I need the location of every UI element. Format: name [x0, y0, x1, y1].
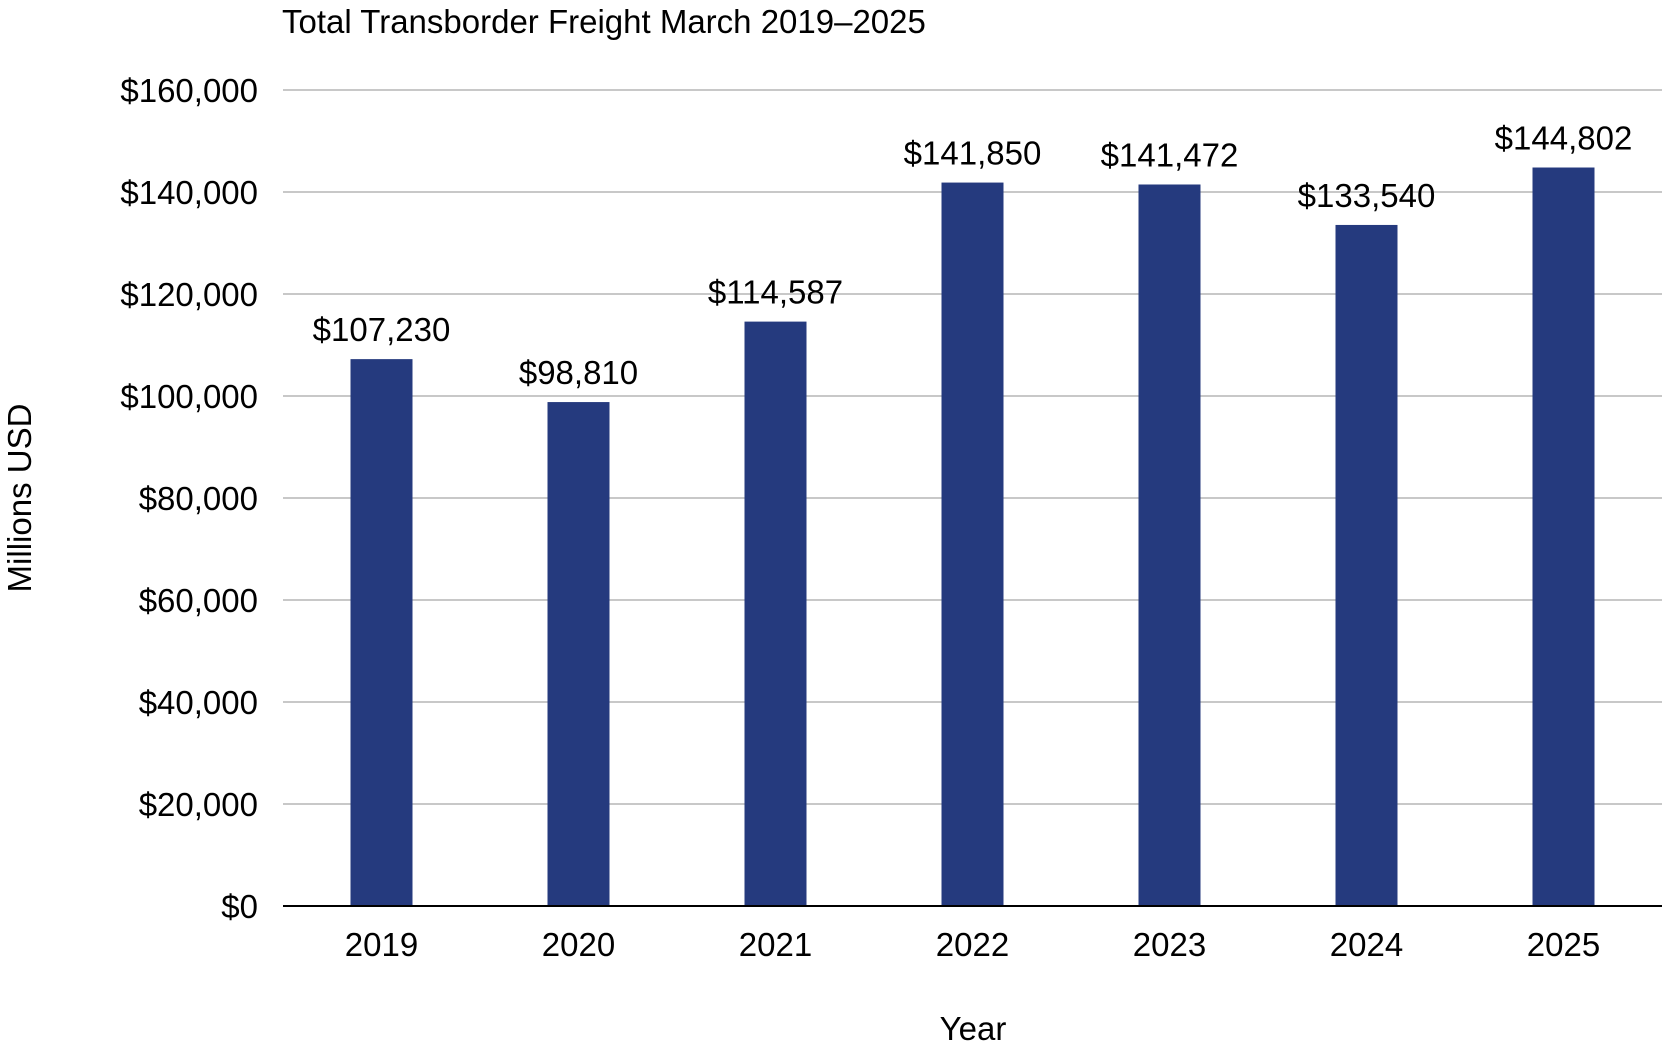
chart-title: Total Transborder Freight March 2019–202…: [282, 3, 926, 40]
x-axis-ticks: 2019 2020 2021 2022 2023 2024 2025: [345, 926, 1600, 963]
y-tick-label: $100,000: [120, 378, 258, 415]
y-axis-label: Millions USD: [1, 404, 38, 593]
data-label-2022: $141,850: [904, 135, 1042, 172]
x-tick-label-2025: 2025: [1527, 926, 1600, 963]
bar-2021: [744, 321, 807, 906]
data-label-2023: $141,472: [1101, 136, 1239, 173]
x-axis-label: Year: [940, 1010, 1007, 1047]
data-label-2025: $144,802: [1495, 120, 1633, 157]
x-tick-label-2024: 2024: [1330, 926, 1403, 963]
y-tick-label: $20,000: [139, 786, 258, 823]
x-tick-label-2023: 2023: [1133, 926, 1206, 963]
bar-2023: [1138, 184, 1201, 906]
x-tick-label-2019: 2019: [345, 926, 418, 963]
bar-2020: [547, 402, 610, 906]
y-tick-label: $140,000: [120, 174, 258, 211]
y-tick-label: $40,000: [139, 684, 258, 721]
x-tick-label-2020: 2020: [542, 926, 615, 963]
y-tick-label: $60,000: [139, 582, 258, 619]
bar-2024: [1335, 224, 1398, 907]
data-label-2019: $107,230: [313, 311, 451, 348]
data-label-2024: $133,540: [1298, 177, 1436, 214]
bar-2025: [1532, 167, 1595, 907]
data-labels: $107,230 $98,810 $114,587 $141,850 $141,472 $…: [313, 120, 1633, 392]
y-tick-label: $160,000: [120, 72, 258, 109]
y-tick-label: $120,000: [120, 276, 258, 313]
bar-2019: [350, 359, 413, 906]
y-axis-ticks: $0 $20,000 $40,000 $60,000 $80,000 $100,000 $1…: [120, 72, 258, 925]
bars: [350, 167, 1595, 907]
bar-2022: [941, 182, 1004, 906]
data-label-2020: $98,810: [519, 354, 638, 391]
x-tick-label-2021: 2021: [739, 926, 812, 963]
y-tick-label: $0: [221, 888, 258, 925]
x-tick-label-2022: 2022: [936, 926, 1009, 963]
y-tick-label: $80,000: [139, 480, 258, 517]
data-label-2021: $114,587: [708, 274, 843, 311]
